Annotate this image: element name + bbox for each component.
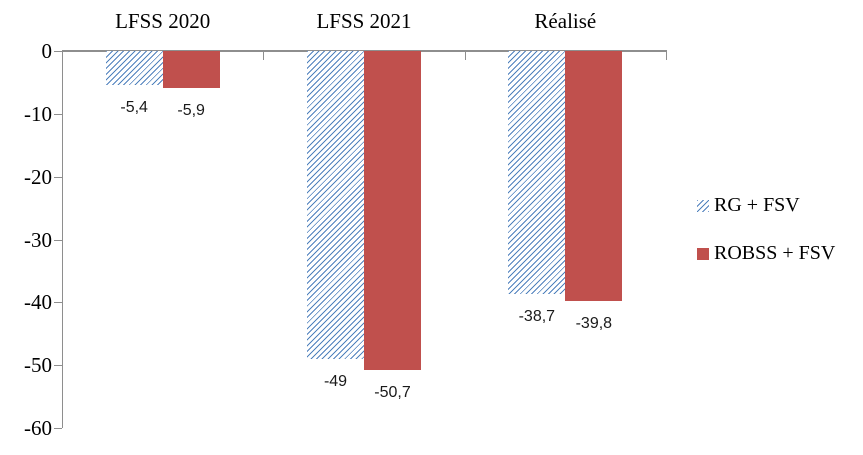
category-label: LFSS 2020 [115,9,211,33]
bar-hatched [307,51,364,359]
y-axis-tick-label: -30 [24,228,52,252]
y-axis-tick [54,240,62,241]
y-axis-tick-label: -40 [24,290,52,314]
legend-item: RG + FSV [697,194,835,217]
y-axis-tick-label: -60 [24,416,52,440]
y-axis-tick [54,302,62,303]
data-label: -49 [323,373,348,390]
x-axis-tick [465,52,466,60]
legend-marker-solid-icon [697,247,709,260]
data-label: -50,7 [374,384,411,401]
y-axis-tick [54,51,62,52]
data-label: -5,9 [177,102,205,119]
bar-solid [162,51,220,88]
bar-solid [364,51,421,370]
legend-label: RG + FSV [714,194,800,216]
x-axis-tick [666,52,667,60]
x-axis-tick [263,52,264,60]
y-axis-tick-label: -50 [24,353,52,377]
y-axis-tick [54,428,62,429]
data-label: -38,7 [518,308,556,325]
category-label: LFSS 2021 [316,9,412,33]
data-label: -5,4 [120,99,148,116]
y-axis-tick-label: -20 [24,165,52,189]
y-axis-tick [54,365,62,366]
bar-solid [565,51,623,301]
data-label: -39,8 [575,315,613,332]
bar-hatched [508,51,566,294]
legend-label: ROBSS + FSV [714,242,836,264]
y-axis-tick-label: 0 [41,39,53,63]
y-axis-tick [54,114,62,115]
legend: RG + FSV ROBSS + FSV [697,194,835,290]
bar-hatched [105,51,163,85]
legend-marker-hatched-icon [697,199,709,212]
category-label: Réalisé [534,9,597,33]
legend-item: ROBSS + FSV [697,242,835,265]
y-axis-tick [54,177,62,178]
y-axis-tick-label: -10 [24,102,52,126]
y-axis-line [62,51,63,428]
